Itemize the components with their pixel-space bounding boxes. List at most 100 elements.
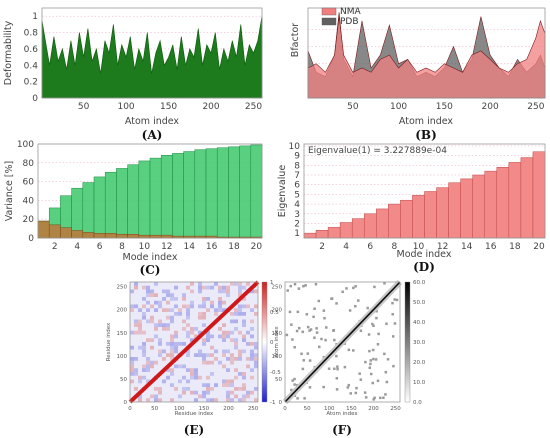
panel-label-b: (B): [415, 128, 437, 142]
y-tick-label: 5: [294, 190, 300, 200]
heatmap-cell: [194, 390, 198, 395]
heatmap-cell: [170, 315, 174, 320]
heatmap-cell: [146, 368, 150, 372]
heatmap-cell: [142, 315, 146, 320]
heatmap-cell: [242, 297, 246, 301]
heatmap-cell: [150, 293, 154, 297]
heatmap-cell: [202, 338, 206, 342]
bar-individual: [93, 233, 106, 239]
heatmap-cell: [206, 297, 210, 301]
heatmap-cell: [222, 364, 226, 369]
heatmap-cell: [254, 304, 258, 309]
heatmap-cell: [202, 342, 206, 346]
heatmap-cell: [254, 312, 258, 316]
bar-individual: [71, 230, 84, 239]
heatmap-cell: [234, 387, 238, 391]
heatmap-cell: [222, 308, 226, 312]
contact-cell: [290, 388, 293, 392]
heatmap-cell: [238, 285, 242, 290]
contact-cell: [355, 386, 358, 390]
y-tick-label: 250: [117, 285, 128, 291]
heatmap-cell: [130, 379, 134, 384]
heatmap-cell: [202, 360, 206, 365]
heatmap-cell: [218, 308, 222, 312]
contact-cell: [304, 284, 307, 287]
heatmap-cell: [230, 330, 234, 335]
x-tick-label: 12: [437, 242, 448, 252]
x-tick-label: 18: [509, 242, 521, 252]
heatmap-cell: [146, 319, 150, 324]
heatmap-cell: [150, 394, 154, 399]
heatmap-cell: [230, 383, 234, 387]
x-tick-label: 250: [245, 102, 262, 112]
heatmap-cell: [246, 364, 250, 369]
panel-label-e: (E): [184, 423, 205, 437]
heatmap-cell: [250, 375, 254, 380]
heatmap-cell: [214, 312, 218, 316]
heatmap-cell: [202, 300, 206, 305]
contact-cell: [392, 364, 395, 368]
contact-cell: [385, 322, 388, 326]
heatmap-cell: [222, 300, 226, 305]
heatmap-cell: [230, 357, 234, 361]
heatmap-cell: [242, 312, 246, 316]
heatmap-cell: [150, 315, 154, 320]
contact-cell: [336, 365, 339, 368]
bar-cumulative: [216, 147, 229, 239]
heatmap-cell: [158, 304, 162, 309]
x-tick-label: 10: [413, 242, 425, 252]
x-tick-label: 200: [223, 406, 234, 412]
heatmap-cell: [214, 349, 218, 354]
x-tick-label: 100: [324, 406, 335, 412]
colorbar-tick-label: -1: [270, 400, 275, 406]
heatmap-cell: [186, 312, 190, 316]
heatmap-cell: [142, 312, 146, 316]
contact-cell: [373, 396, 376, 400]
colorbar-tick-label: -0.5: [270, 370, 281, 376]
bar-cumulative: [239, 145, 252, 239]
contact-cell: [345, 287, 348, 290]
heatmap-cell: [186, 285, 190, 290]
contact-cell: [335, 354, 338, 358]
contact-cell: [295, 329, 299, 333]
contact-cell: [384, 393, 387, 396]
diagonal: [284, 281, 401, 403]
bar: [472, 174, 486, 239]
colorbar-tick-label: 1: [270, 280, 274, 286]
heatmap-cell: [226, 334, 230, 339]
heatmap-cell: [134, 387, 138, 391]
contact-cell: [286, 289, 289, 292]
y-tick-label: 40: [23, 196, 35, 206]
heatmap-cell: [194, 334, 198, 339]
contact-cell: [296, 397, 299, 400]
x-tick-label: 6: [367, 242, 373, 252]
contact-cell: [293, 383, 296, 386]
heatmap-cell: [234, 308, 238, 312]
contact-cell: [349, 392, 352, 395]
bar: [484, 170, 498, 239]
contact-cell: [303, 397, 306, 400]
heatmap-cell: [226, 383, 230, 387]
contact-cell: [343, 365, 347, 369]
heatmap-cell: [142, 364, 146, 369]
heatmap-cell: [146, 360, 150, 365]
heatmap-cell: [178, 364, 182, 369]
contact-cell: [354, 304, 357, 308]
y-tick-label: 150: [117, 331, 128, 337]
heatmap-cell: [146, 364, 150, 369]
heatmap-cell: [242, 323, 246, 327]
heatmap-cell: [206, 387, 210, 391]
heatmap-cell: [138, 327, 142, 331]
heatmap-cell: [166, 308, 170, 312]
y-axis-label: Atom index: [274, 326, 280, 358]
x-tick-label: 16: [485, 242, 497, 252]
contact-cell: [323, 316, 326, 320]
heatmap-cell: [218, 327, 222, 331]
heatmap-cell: [242, 338, 246, 342]
heatmap-cell: [162, 327, 166, 331]
heatmap-cell: [182, 390, 186, 395]
contact-cell: [305, 313, 309, 316]
heatmap-cell: [210, 345, 214, 350]
x-tick-label: 10: [139, 242, 151, 252]
x-axis-label: Mode index: [123, 252, 178, 263]
